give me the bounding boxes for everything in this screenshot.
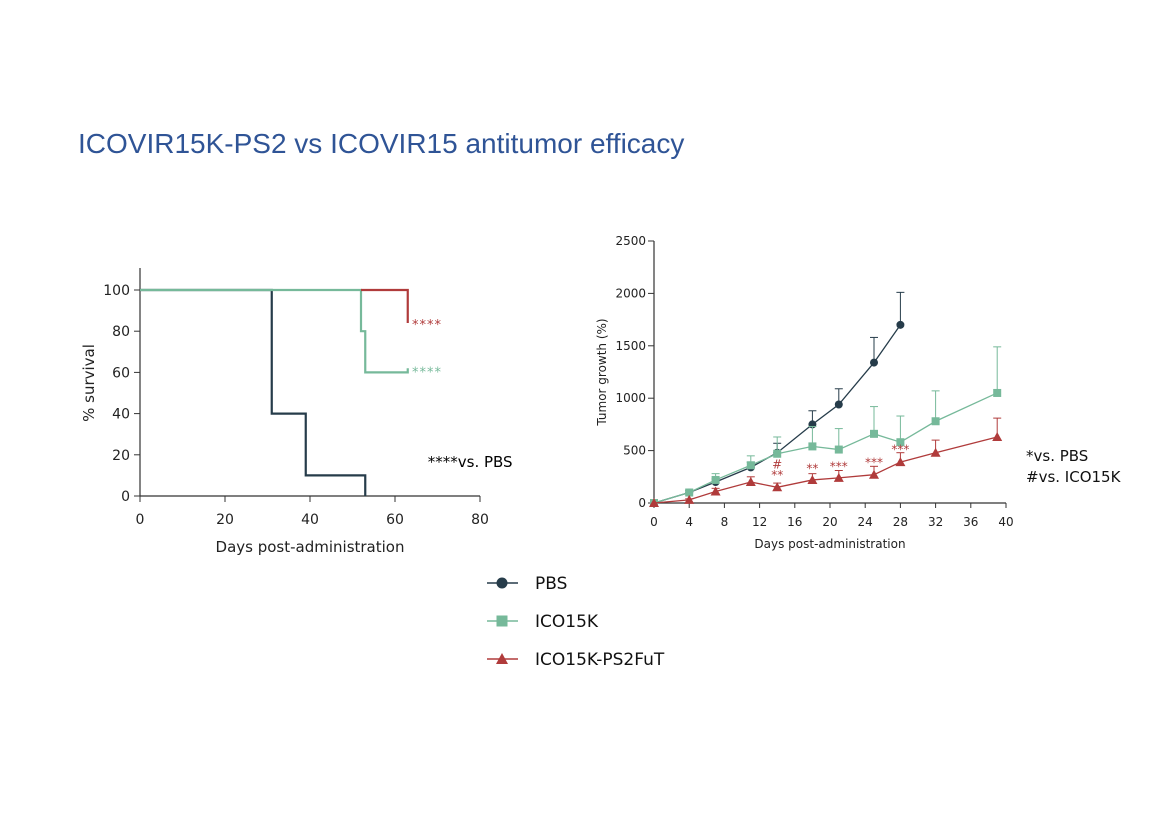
y-tick-label: 60: [112, 365, 130, 381]
data-point-ico15k: [993, 388, 1002, 397]
data-point-ico15k-ps2fut: [869, 469, 879, 479]
x-tick-label: 0: [650, 515, 658, 529]
x-tick-label: 36: [963, 515, 978, 529]
significance-annotation: ****: [412, 318, 442, 333]
data-point-ico15k: [685, 488, 694, 497]
y-tick-label: 2000: [615, 286, 646, 300]
data-point-pbs: [870, 358, 878, 367]
data-point-ico15k: [870, 429, 878, 438]
legend-marker-ico15k-ps2fut: [496, 653, 508, 664]
y-tick-label: 20: [112, 448, 130, 464]
legend-marker-pbs: [496, 577, 508, 589]
x-axis-label: Days post-administration: [754, 537, 905, 551]
data-point-ico15k-ps2fut: [684, 494, 695, 504]
data-point-ico15k: [808, 442, 817, 451]
x-tick-label: 0: [136, 512, 145, 528]
tumor-growth-chart: 0 500 1000 1500 2000 2500 0 4 8 12 16 20 24 28 32 36 40 D…: [595, 234, 1122, 551]
significance-note: #vs. ICO15K: [1026, 468, 1122, 486]
x-tick-label: 80: [471, 512, 489, 528]
significance-annotation: ***: [830, 460, 848, 474]
y-axis-label: Tumor growth (%): [595, 318, 609, 426]
x-tick-label: 32: [928, 515, 943, 529]
survival-line-ico15k: [140, 288, 409, 374]
y-axis-label: % survival: [80, 344, 98, 422]
data-point-pbs: [834, 400, 843, 409]
significance-annotation: **: [771, 468, 783, 482]
data-point-ico15k-ps2fut: [710, 486, 721, 496]
significance-annotation: ***: [865, 455, 883, 469]
x-tick-label: 4: [685, 515, 693, 529]
x-tick-label: 40: [998, 515, 1013, 529]
data-point-ico15k: [931, 417, 940, 426]
significance-annotation: ****: [412, 365, 442, 380]
significance-note: *vs. PBS: [1026, 447, 1088, 465]
x-tick-label: 20: [822, 515, 837, 529]
y-tick-label: 100: [103, 283, 130, 299]
data-point-ico15k-ps2fut: [992, 431, 1003, 441]
survival-line-pbs: [140, 288, 367, 496]
data-point-ico15k-ps2fut: [895, 457, 906, 467]
y-tick-label: 0: [638, 496, 646, 510]
x-tick-label: 24: [858, 515, 873, 529]
y-tick-label: 2500: [615, 234, 646, 248]
legend-label-pbs: PBS: [535, 574, 567, 594]
y-tick-label: 40: [112, 407, 130, 423]
legend-label-ico15k-ps2fut: ICO15K-PS2FuT: [535, 650, 665, 670]
data-point-ico15k-ps2fut: [930, 447, 941, 457]
x-tick-label: 28: [893, 515, 908, 529]
data-point-ico15k-ps2fut: [833, 472, 844, 482]
x-tick-label: 20: [216, 512, 234, 528]
x-axis-label: Days post-administration: [216, 538, 405, 556]
data-point-ico15k: [834, 445, 843, 454]
x-tick-label: 12: [752, 515, 767, 529]
survival-line-ico15k-ps2fut: [361, 288, 409, 323]
data-point-ico15k: [746, 461, 755, 470]
y-tick-label: 1000: [615, 391, 646, 405]
significance-annotation: #: [772, 457, 782, 471]
y-tick-label: 500: [623, 444, 646, 458]
significance-annotation: ***: [891, 443, 909, 457]
significance-annotation: **: [806, 462, 818, 476]
x-tick-label: 60: [386, 512, 404, 528]
significance-annotation: ****vs. PBS: [428, 453, 513, 471]
legend: PBS ICO15K ICO15K-PS2FuT: [487, 574, 665, 670]
data-point-ico15k-ps2fut: [649, 498, 659, 507]
data-point-ico15k: [773, 449, 782, 458]
data-point-ico15k-ps2fut: [772, 482, 783, 492]
legend-marker-ico15k: [496, 615, 508, 627]
y-tick-label: 1500: [615, 339, 646, 353]
x-tick-label: 40: [301, 512, 319, 528]
data-point-pbs: [896, 320, 905, 329]
x-tick-label: 16: [787, 515, 802, 529]
y-tick-label: 80: [112, 324, 130, 340]
data-point-ico15k: [711, 475, 720, 484]
page-title: ICOVIR15K-PS2 vs ICOVIR15 antitumor effi…: [78, 128, 685, 159]
legend-label-ico15k: ICO15K: [535, 612, 599, 632]
data-point-ico15k: [896, 438, 905, 447]
data-point-ico15k-ps2fut: [745, 477, 756, 487]
data-point-ico15k-ps2fut: [807, 474, 818, 484]
x-tick-label: 8: [721, 515, 729, 529]
growth-line-ico15k-ps2fut: [653, 436, 998, 504]
y-tick-label: 0: [121, 489, 130, 505]
survival-chart: 0 20 40 60 80 100 0 20 40 60 80 Days post-administr…: [80, 268, 513, 556]
